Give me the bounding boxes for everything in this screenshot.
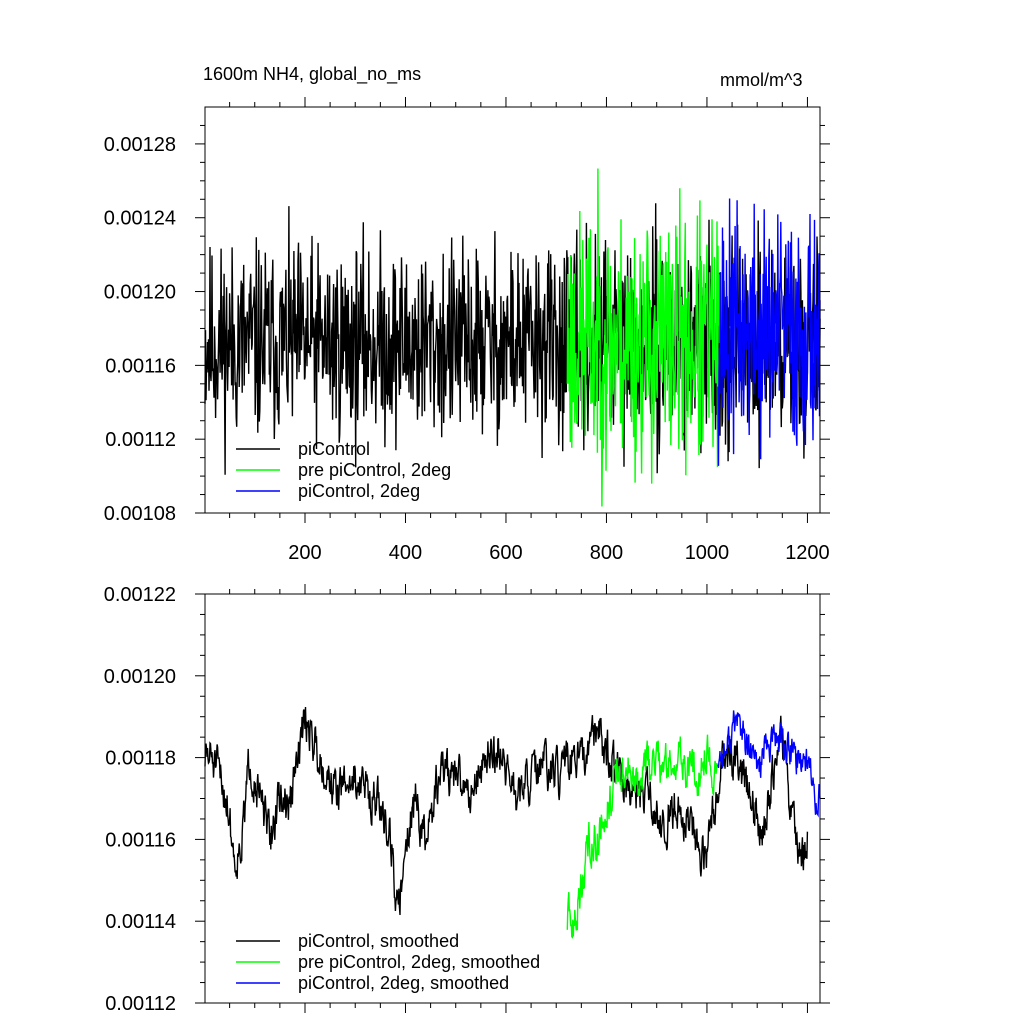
y-tick-label: 0.00120 — [104, 666, 176, 688]
bottom-panel: 0.00112 0.00114 0.00116 0.00118 0.00120 0.001… — [104, 584, 830, 1015]
y-tick-label: 0.00122 — [104, 584, 176, 606]
y-tick-label: 0.00118 — [105, 748, 176, 770]
y-tick-label: 0.00116 — [105, 829, 176, 851]
x-tick-label: 800 — [590, 542, 623, 564]
series-line-0 — [204, 706, 809, 916]
top-panel: 200 400 600 800 1000 1200 0.00108 0.00112 0.0011… — [104, 97, 830, 564]
series-line-2 — [717, 710, 821, 818]
units-label: mmol/m^3 — [720, 70, 803, 90]
legend-entry: piControl, smoothed — [298, 931, 459, 951]
series-line-0 — [204, 203, 821, 475]
y-tick-label: 0.00128 — [104, 134, 176, 156]
y-tick-label: 0.00112 — [105, 429, 176, 451]
x-tick-label: 1000 — [685, 542, 730, 564]
y-tick-label: 0.00116 — [105, 355, 176, 377]
x-tick-label: 1200 — [785, 542, 830, 564]
y-tick-label: 0.00114 — [105, 911, 176, 933]
x-tick-label: 600 — [489, 542, 522, 564]
y-tick-label: 0.00112 — [105, 993, 176, 1015]
x-tick-label: 400 — [389, 542, 422, 564]
y-tick-label: 0.00108 — [104, 503, 176, 525]
y-tick-label: 0.00124 — [104, 208, 176, 230]
series-line-1 — [566, 734, 718, 939]
series-line-1 — [566, 168, 721, 507]
legend-entry: pre piControl, 2deg, smoothed — [298, 952, 540, 972]
chart-title: 1600m NH4, global_no_ms — [203, 64, 422, 84]
series-line-2 — [717, 198, 821, 466]
legend-entry: piControl, 2deg — [298, 481, 420, 501]
y-tick-label: 0.00120 — [104, 282, 176, 304]
legend-entry: piControl — [298, 439, 370, 459]
legend-entry: pre piControl, 2deg — [298, 460, 451, 480]
x-tick-label: 200 — [288, 542, 321, 564]
legend-entry: piControl, 2deg, smoothed — [298, 973, 509, 993]
